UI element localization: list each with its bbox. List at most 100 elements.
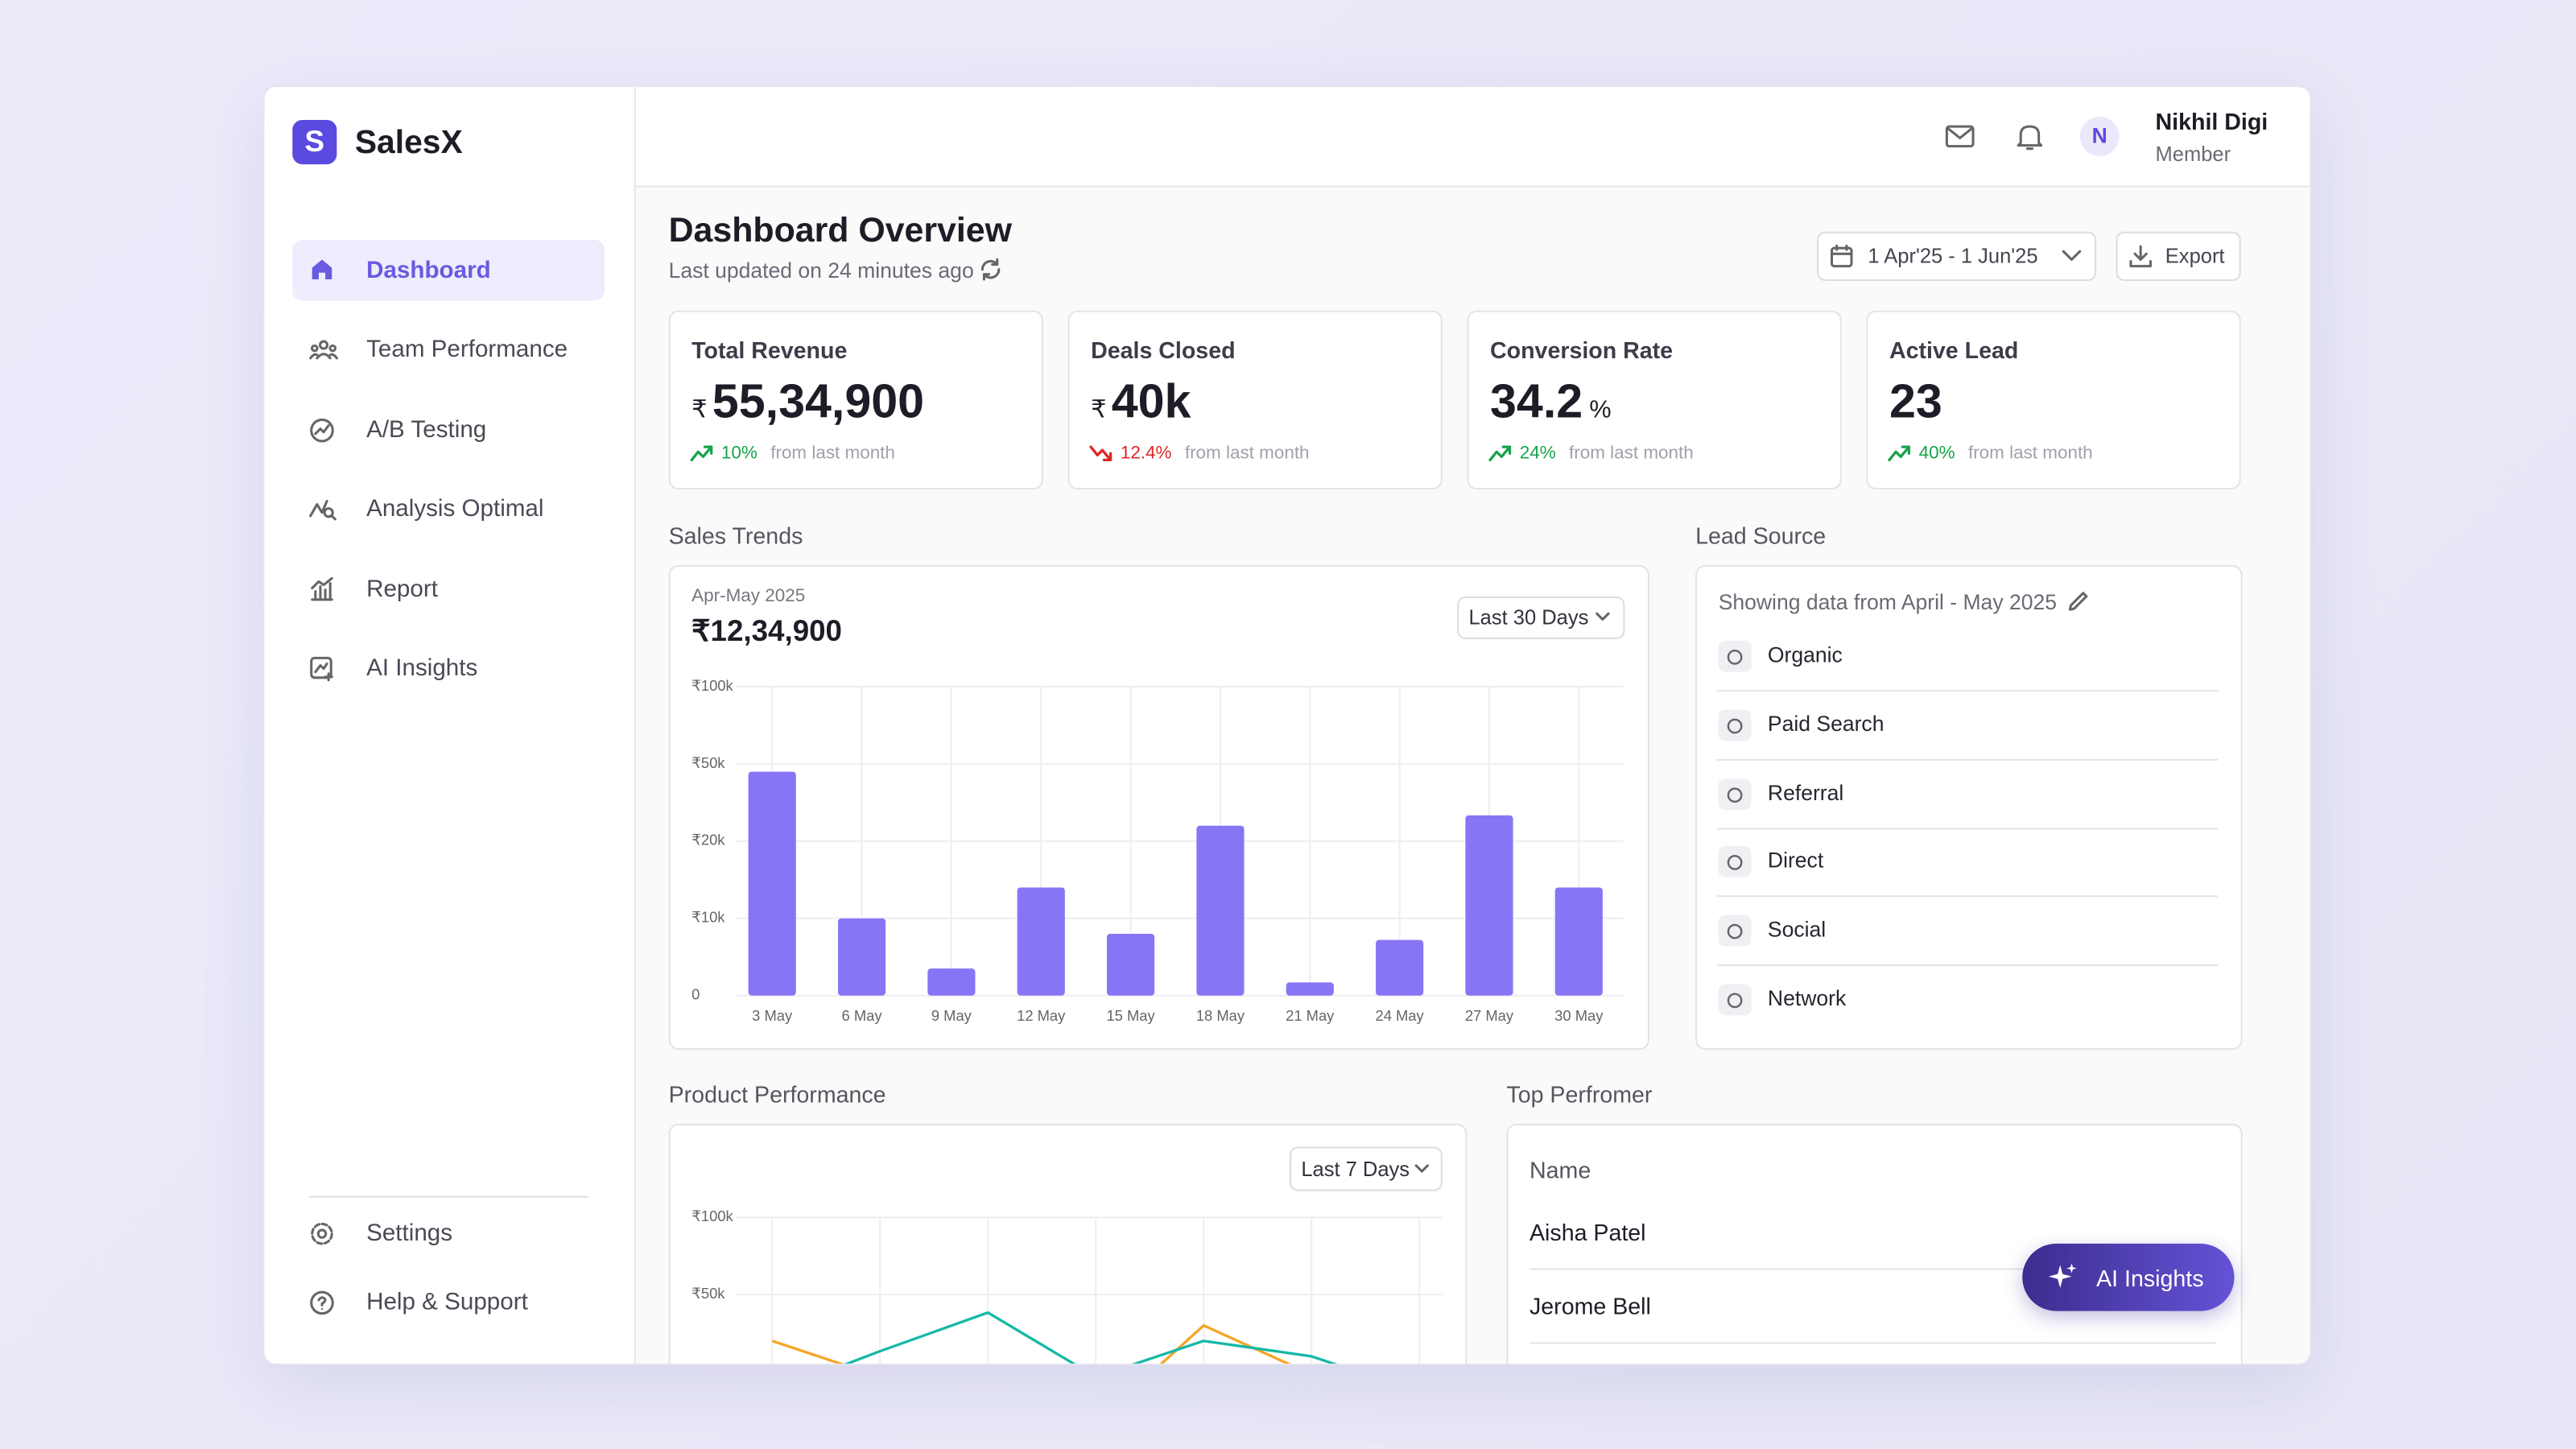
last-updated: Last updated on 24 minutes ago <box>668 258 974 283</box>
export-label[interactable]: Export <box>2165 245 2225 268</box>
total: ₹12,34,900 <box>691 614 842 648</box>
filter-label[interactable]: Last 7 Days <box>1301 1158 1410 1182</box>
row-divider <box>1716 896 2219 898</box>
trend-change: 12.4% <box>1120 444 1172 464</box>
kpi-value-row: ₹40k <box>1091 376 1191 437</box>
kpi-prefix: ₹ <box>691 395 708 424</box>
sparkle-icon <box>2048 1263 2077 1288</box>
sidebar-border <box>634 87 636 1364</box>
brand-logo[interactable]: S <box>292 119 337 165</box>
source-icon <box>1718 709 1752 741</box>
date-range-button[interactable] <box>1817 231 2097 281</box>
avatar[interactable]: N <box>2079 116 2120 156</box>
kpi-value-row: ₹55,34,900 <box>691 376 924 437</box>
performer-name: Jerome Bell <box>1530 1293 1651 1319</box>
source-glyph <box>1727 649 1743 665</box>
kpi-title: Active Lead <box>1889 336 2019 364</box>
mail-icon[interactable] <box>1945 123 1975 150</box>
source-glyph <box>1727 786 1743 803</box>
glyph-shape <box>1727 649 1743 665</box>
nav-active-bg[interactable] <box>292 239 605 301</box>
trend-change: 10% <box>720 444 758 464</box>
sidebar-divider <box>308 1195 588 1198</box>
ab-icon <box>310 418 334 443</box>
chevron-icon <box>1596 612 1610 621</box>
source-name: Social <box>1767 917 1827 942</box>
nav-item[interactable]: A/B Testing <box>366 417 487 444</box>
trend-icon <box>690 445 713 462</box>
trend-note: from last month <box>770 444 895 464</box>
date-range[interactable]: 1 Apr'25 - 1 Jun'25 <box>1868 245 2038 268</box>
kpi-card <box>1866 310 2241 490</box>
kpi-title: Deals Closed <box>1091 336 1236 364</box>
column-header: Name <box>1530 1156 1591 1183</box>
app-window: S SalesX Dashboard Team Performance A/B … <box>262 85 2312 1365</box>
kpi-card <box>668 310 1043 490</box>
chevron-icon <box>2062 250 2082 261</box>
nav-item[interactable]: Help & Support <box>366 1290 528 1316</box>
source-name: Paid Search <box>1767 711 1885 736</box>
period: Apr-May 2025 <box>691 586 806 607</box>
row-divider <box>1716 690 2219 692</box>
filter-label[interactable]: Last 30 Days <box>1468 606 1589 630</box>
row-divider <box>1530 1268 2217 1270</box>
ai-insights-label[interactable]: AI Insights <box>2096 1265 2204 1292</box>
trend-row: 24% from last month <box>1519 444 1694 464</box>
trend-arrow <box>1488 445 1512 462</box>
section-title: Sales Trends <box>668 522 803 549</box>
source-name: Network <box>1767 985 1847 1011</box>
row-divider <box>1716 964 2219 967</box>
chevron-icon <box>1414 1164 1429 1173</box>
kpi-value-row: 23 <box>1889 376 1942 428</box>
filter-dropdown[interactable] <box>1290 1146 1443 1191</box>
trend-arrow <box>1089 445 1113 462</box>
nav-item[interactable]: Team Performance <box>366 336 568 364</box>
row-divider <box>1716 827 2219 829</box>
source-icon <box>1718 778 1752 810</box>
nav-item[interactable]: AI Insights <box>366 655 478 682</box>
section-title: Lead Source <box>1695 522 1827 549</box>
kpi-card <box>1467 310 1842 490</box>
source-icon <box>1718 915 1752 947</box>
glyph-shape <box>1727 786 1743 803</box>
edit-icon[interactable] <box>2066 590 2090 613</box>
nav-item[interactable]: Dashboard <box>366 258 491 285</box>
app-layer: S SalesX Dashboard Team Performance A/B … <box>265 87 2310 1364</box>
section-title: Product Performance <box>668 1080 886 1108</box>
home-icon <box>312 259 332 279</box>
brand-name[interactable]: SalesX <box>354 125 463 161</box>
page-title: Dashboard Overview <box>668 212 1012 250</box>
bell-icon[interactable] <box>2016 122 2044 151</box>
trend-arrow <box>1888 445 1911 462</box>
source-glyph <box>1727 924 1743 939</box>
row-divider <box>1716 758 2219 761</box>
topbar-border <box>634 185 2310 188</box>
kpi-value-row: 34.2% <box>1490 376 1612 437</box>
trend-icon <box>1888 445 1911 462</box>
calendar-icon <box>1830 245 1853 268</box>
lead-source-card <box>1695 565 2243 1051</box>
trend-change: 40% <box>1918 444 1955 464</box>
settings-icon <box>311 1222 333 1245</box>
source-glyph <box>1727 993 1743 1009</box>
trend-note: from last month <box>1184 444 1310 464</box>
kpi-value: 40k <box>1111 376 1191 429</box>
section-title: Top Perfromer <box>1506 1080 1653 1108</box>
kpi-suffix: % <box>1589 395 1612 424</box>
download-icon <box>2129 245 2152 268</box>
nav-item[interactable]: Report <box>366 576 438 603</box>
nav-item[interactable]: Analysis Optimal <box>366 496 544 522</box>
trend-arrow <box>690 445 713 462</box>
glyph-shape <box>1727 855 1743 871</box>
trend-change: 24% <box>1519 444 1556 464</box>
trend-note: from last month <box>1569 444 1694 464</box>
nav-item[interactable]: Settings <box>366 1220 453 1247</box>
ai-icon <box>310 656 333 682</box>
trend-row: 12.4% from last month <box>1120 444 1310 464</box>
user-name[interactable]: Nikhil Digi <box>2155 108 2268 135</box>
kpi-value: 23 <box>1889 376 1942 429</box>
filter-dropdown[interactable] <box>1457 596 1625 639</box>
kpi-card <box>1067 310 1443 490</box>
refresh-icon[interactable] <box>979 258 1002 281</box>
